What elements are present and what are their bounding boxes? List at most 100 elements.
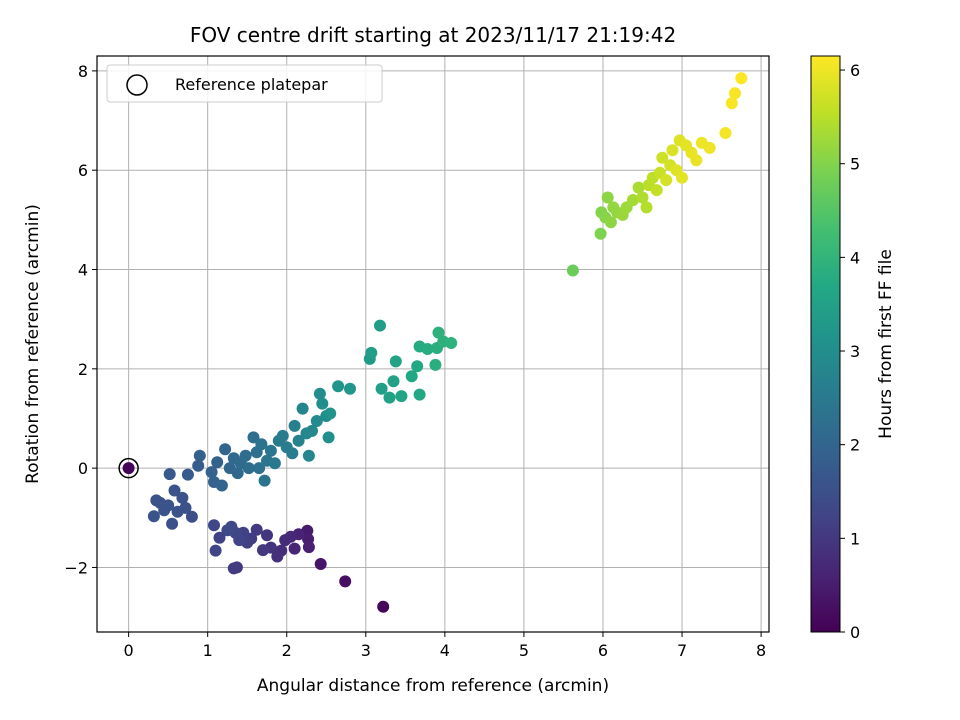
x-tick-label: 8 — [756, 641, 766, 660]
data-point — [150, 494, 163, 507]
data-point — [166, 517, 179, 530]
reference-marker-group — [118, 457, 139, 479]
y-tick-label: 2 — [78, 360, 88, 379]
x-tick-label: 3 — [361, 641, 371, 660]
data-point — [735, 72, 748, 85]
x-tick-label: 6 — [598, 641, 608, 660]
x-tick-label: 0 — [124, 641, 134, 660]
data-point — [365, 346, 378, 359]
data-point — [344, 382, 356, 395]
x-tick-label: 2 — [282, 641, 292, 660]
data-point — [219, 443, 232, 456]
data-point — [445, 337, 458, 349]
data-points — [122, 72, 748, 613]
chart-title: FOV centre drift starting at 2023/11/17 … — [190, 23, 676, 47]
data-point — [383, 391, 396, 404]
data-point — [377, 600, 390, 613]
data-point — [122, 462, 135, 475]
legend-entry-label: Reference platepar — [175, 75, 328, 94]
data-point — [421, 343, 434, 355]
data-point — [192, 459, 205, 472]
data-point — [314, 558, 327, 570]
data-point — [429, 358, 442, 371]
data-point — [176, 491, 189, 504]
data-point — [288, 419, 301, 432]
data-point — [650, 184, 663, 197]
colorbar-ticks: 0 1 2 3 4 5 6 — [840, 61, 860, 642]
legend-box — [106, 64, 383, 103]
x-axis-label: Angular distance from reference (arcmin) — [257, 676, 609, 696]
colorbar-gradient — [810, 55, 841, 633]
colorbar-label: Hours from first FF file — [876, 249, 896, 439]
data-point — [660, 174, 673, 187]
data-point — [666, 144, 679, 157]
data-point — [286, 447, 299, 460]
data-point — [389, 355, 402, 368]
data-point — [209, 544, 222, 557]
data-point — [276, 429, 289, 442]
data-point — [205, 466, 218, 479]
data-point — [231, 467, 244, 480]
data-point — [640, 201, 653, 214]
data-point — [296, 402, 309, 415]
data-point — [239, 449, 252, 462]
colorbar-tick-label: 2 — [850, 436, 860, 455]
data-point — [604, 216, 617, 229]
data-point — [703, 141, 716, 154]
data-point — [227, 562, 240, 575]
data-point — [181, 468, 194, 481]
data-point — [656, 151, 669, 164]
y-axis-label: Rotation from reference (arcmin) — [23, 204, 43, 484]
data-point — [215, 479, 228, 492]
x-tick-label: 7 — [677, 641, 687, 660]
data-point — [279, 534, 292, 547]
data-point — [171, 505, 184, 518]
data-point — [242, 462, 255, 475]
data-point — [253, 462, 266, 475]
data-point — [636, 191, 649, 204]
y-tick-label: 6 — [78, 161, 88, 180]
data-point — [258, 474, 271, 487]
data-point — [322, 431, 335, 444]
legend-marker-circle-icon — [126, 74, 148, 96]
data-point — [257, 544, 269, 557]
data-point — [211, 456, 224, 469]
y-tick-label: 4 — [78, 261, 88, 280]
colorbar-tick-label: 5 — [850, 155, 860, 174]
data-point — [719, 127, 732, 139]
data-point — [690, 154, 703, 167]
data-point — [255, 438, 268, 451]
data-point — [375, 382, 388, 395]
data-point — [405, 370, 418, 383]
data-point — [292, 434, 305, 447]
data-point — [432, 326, 445, 339]
data-point — [306, 424, 318, 437]
data-point — [395, 390, 408, 403]
data-point — [147, 510, 160, 523]
colorbar-tick-label: 6 — [850, 61, 860, 80]
data-point — [264, 444, 277, 457]
data-point — [302, 541, 315, 554]
data-point — [185, 510, 198, 523]
data-point — [193, 449, 206, 462]
data-point — [302, 449, 315, 462]
data-point — [271, 550, 284, 563]
data-point — [208, 519, 220, 532]
data-point — [261, 529, 273, 542]
colorbar-tick-label: 1 — [850, 529, 860, 548]
data-point — [725, 97, 738, 110]
data-point — [213, 531, 226, 544]
data-point — [676, 171, 688, 184]
data-point — [413, 388, 426, 401]
colorbar-tick-label: 4 — [850, 248, 860, 267]
colorbar-tick-label: 0 — [850, 623, 860, 642]
data-point — [221, 524, 234, 537]
data-point — [250, 523, 263, 536]
data-point — [316, 397, 329, 410]
x-tick-label: 4 — [440, 641, 450, 660]
data-point — [310, 415, 323, 427]
data-point — [627, 194, 639, 206]
data-point — [339, 575, 352, 588]
data-point — [324, 407, 337, 420]
y-tick-label: 8 — [78, 62, 88, 81]
